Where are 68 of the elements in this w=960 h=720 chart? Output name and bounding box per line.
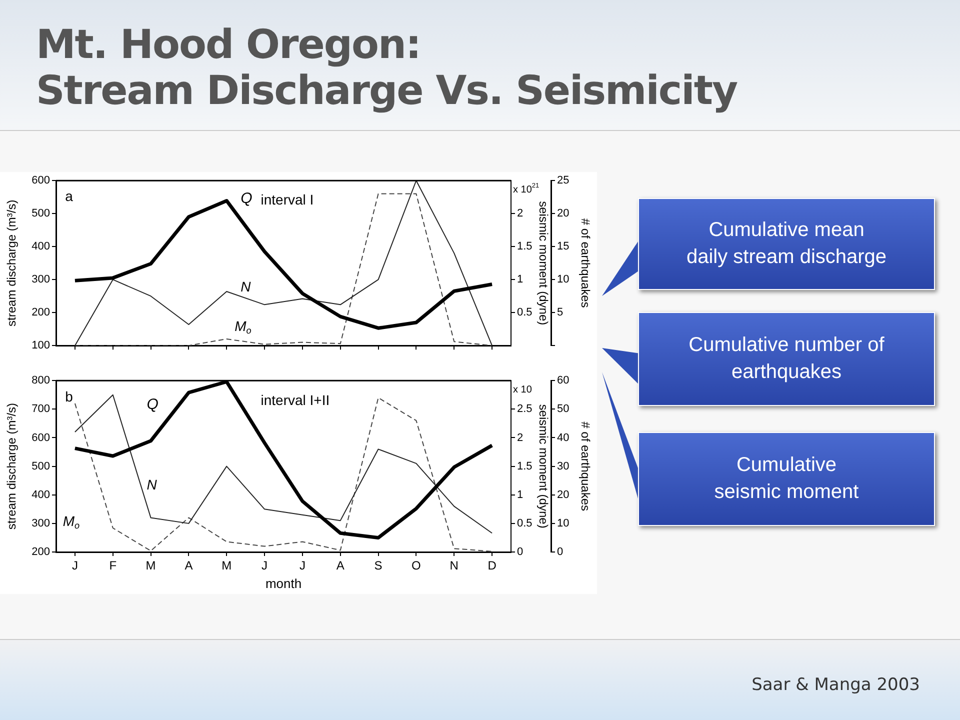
chart-title: Mt. Hood Oregon: Stream Discharge Vs. Seismicity <box>36 22 738 114</box>
y3-tick-label: 40 <box>557 432 570 444</box>
y3-tick-label: 10 <box>557 517 570 530</box>
x-tick-label: M <box>146 558 156 573</box>
x-tick-label: J <box>299 558 306 573</box>
y2-tick-label: 2 <box>517 432 524 444</box>
x-tick-label: O <box>412 558 421 573</box>
annotation: interval I+II <box>260 392 330 408</box>
y3-axis-title: # of earthquakes <box>578 218 592 308</box>
y-axis-title: stream discharge (m³/s) <box>4 402 19 530</box>
y3-tick-label: 5 <box>557 306 564 319</box>
text: Cumulative mean daily stream discharge <box>638 198 935 290</box>
y2-tick-label: 0.5 <box>517 517 532 530</box>
y3-tick-label: 50 <box>557 403 570 416</box>
x-tick-label: A <box>184 558 193 573</box>
annotation: a <box>65 188 74 204</box>
x-tick-label: N <box>450 558 458 573</box>
series-label: Q <box>240 190 253 207</box>
y2-axis-title: seismic moment (dyne) <box>536 201 550 326</box>
y-axis-title: stream discharge (m³/s) <box>4 200 19 326</box>
x-axis-title: month <box>265 576 302 591</box>
y-tick-label: 400 <box>32 240 50 253</box>
text: Cumulative number of earthquakes <box>638 312 935 406</box>
y2-axis-title: seismic moment (dyne) <box>536 404 550 528</box>
y2-tick-label: 0.5 <box>517 306 532 319</box>
x-tick-label: J <box>262 558 268 573</box>
y-tick-label: 400 <box>32 488 50 501</box>
y2-tick-label: 1 <box>517 488 524 501</box>
series-label: N <box>240 278 252 294</box>
y-tick-label: 600 <box>32 432 50 444</box>
y3-tick-label: 20 <box>557 208 570 220</box>
y2-tick-label: 2.5 <box>517 403 532 416</box>
y3-tick-label: 60 <box>557 374 570 387</box>
y2-tick-label: 1.5 <box>517 240 532 253</box>
y2-tick-label: 1.5 <box>517 460 532 472</box>
x-tick-label: F <box>109 558 117 573</box>
y-tick-label: 200 <box>32 546 50 558</box>
y3-tick-label: 0 <box>557 546 564 558</box>
series-label: N <box>146 476 158 493</box>
y3-tick-label: 20 <box>557 488 570 501</box>
y-tick-label: 300 <box>32 274 50 286</box>
text: x 10 <box>513 384 532 396</box>
y2-tick-label: 2 <box>517 208 524 220</box>
y-tick-label: 500 <box>32 460 50 472</box>
y-tick-label: 800 <box>32 374 50 387</box>
x-tick-label: A <box>336 558 344 573</box>
y3-tick-label: 30 <box>557 460 570 472</box>
text: Saar & Manga 2003 <box>752 675 920 695</box>
y-tick-label: 300 <box>32 517 50 530</box>
y3-tick-label: 15 <box>557 240 570 253</box>
series-label: Q <box>146 396 159 414</box>
y-tick-label: 200 <box>32 306 50 319</box>
x-tick-label: M <box>222 558 232 573</box>
y-tick-label: 100 <box>32 340 50 352</box>
annotation: b <box>65 388 74 405</box>
y2-tick-label: 1 <box>517 274 524 286</box>
text: Cumulative seismic moment <box>638 432 935 526</box>
y2-tick-label: 0 <box>517 546 524 558</box>
x-tick-label: S <box>374 558 382 573</box>
x-tick-label: J <box>72 558 78 573</box>
y-tick-label: 700 <box>32 403 50 416</box>
y-tick-label: 600 <box>32 174 50 187</box>
y3-axis-title: # of earthquakes <box>578 422 592 512</box>
y3-tick-label: 10 <box>557 274 570 286</box>
x-tick-label: D <box>488 558 497 573</box>
annotation: interval I <box>260 191 314 208</box>
y3-tick-label: 25 <box>557 174 570 187</box>
y-tick-label: 500 <box>32 208 50 220</box>
